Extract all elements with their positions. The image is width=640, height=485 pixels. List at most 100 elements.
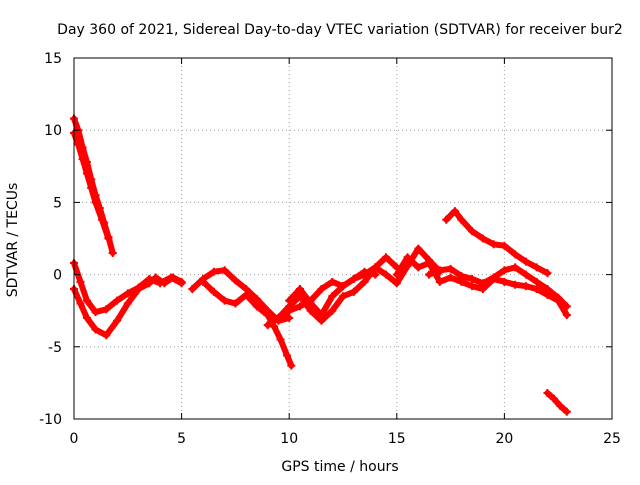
data-point bbox=[489, 273, 498, 282]
data-point bbox=[450, 207, 459, 216]
data-point bbox=[457, 215, 466, 224]
data-point bbox=[371, 263, 380, 272]
series-line bbox=[426, 264, 570, 310]
data-point bbox=[392, 279, 401, 288]
y-tick-label: -10 bbox=[39, 412, 62, 428]
data-point bbox=[554, 293, 563, 302]
data-point bbox=[478, 234, 487, 243]
data-point bbox=[468, 227, 477, 236]
data-point bbox=[274, 313, 283, 322]
data-point bbox=[543, 389, 552, 398]
data-point bbox=[414, 244, 423, 253]
data-point bbox=[549, 394, 558, 403]
data-point bbox=[102, 331, 111, 340]
data-point bbox=[317, 311, 326, 320]
series-arc-12 bbox=[425, 263, 571, 311]
data-point bbox=[108, 248, 117, 257]
series-arc-10 bbox=[285, 267, 380, 320]
data-point bbox=[104, 234, 113, 243]
data-point bbox=[123, 299, 132, 308]
data-point bbox=[425, 259, 434, 268]
data-point bbox=[511, 250, 520, 259]
data-point bbox=[87, 183, 96, 192]
data-point bbox=[263, 311, 272, 320]
data-point bbox=[489, 240, 498, 249]
data-point bbox=[468, 282, 477, 291]
data-point bbox=[446, 264, 455, 273]
y-tick-label: 10 bbox=[44, 123, 62, 139]
x-tick-label: 10 bbox=[280, 431, 298, 447]
x-tick-label: 20 bbox=[495, 431, 513, 447]
data-point bbox=[382, 270, 391, 279]
y-axis-label: SDTVAR / TECUs bbox=[5, 183, 21, 298]
data-point bbox=[478, 279, 487, 288]
data-point bbox=[263, 321, 272, 330]
data-point bbox=[562, 407, 571, 416]
y-tick-label: 15 bbox=[44, 51, 62, 67]
data-point bbox=[91, 325, 100, 334]
data-point bbox=[435, 266, 444, 275]
data-point bbox=[287, 361, 296, 370]
data-point bbox=[349, 274, 358, 283]
data-point bbox=[521, 270, 530, 279]
data-point bbox=[82, 296, 91, 305]
data-point bbox=[295, 285, 304, 294]
data-point bbox=[82, 313, 91, 322]
data-point bbox=[457, 272, 466, 281]
data-point bbox=[403, 253, 412, 262]
data-point bbox=[276, 335, 285, 344]
data-point bbox=[76, 277, 85, 286]
data-point bbox=[295, 302, 304, 311]
series-arc-13 bbox=[442, 207, 552, 278]
data-point bbox=[349, 287, 358, 296]
x-tick-label: 5 bbox=[177, 431, 186, 447]
data-point bbox=[360, 277, 369, 286]
data-point bbox=[435, 277, 444, 286]
data-point bbox=[521, 282, 530, 291]
data-point bbox=[521, 257, 530, 266]
x-tick-label: 25 bbox=[603, 431, 621, 447]
series-line bbox=[189, 267, 293, 324]
data-point bbox=[252, 302, 261, 311]
data-point bbox=[91, 198, 100, 207]
data-point bbox=[532, 285, 541, 294]
data-point bbox=[76, 299, 85, 308]
data-point bbox=[156, 279, 165, 288]
data-point bbox=[442, 215, 451, 224]
data-point bbox=[328, 277, 337, 286]
data-point bbox=[306, 299, 315, 308]
x-axis-label: GPS time / hours bbox=[281, 459, 398, 475]
data-point bbox=[177, 279, 186, 288]
data-point bbox=[360, 267, 369, 276]
data-point bbox=[414, 263, 423, 272]
data-point bbox=[102, 305, 111, 314]
data-point bbox=[382, 253, 391, 262]
data-point bbox=[500, 266, 509, 275]
data-point bbox=[220, 296, 229, 305]
data-point bbox=[500, 277, 509, 286]
series-arc-3 bbox=[70, 273, 186, 340]
y-tick-label: 5 bbox=[53, 195, 62, 211]
x-tick-label: 0 bbox=[70, 431, 79, 447]
data-point bbox=[283, 351, 292, 360]
data-point bbox=[328, 306, 337, 315]
chart-title: Day 360 of 2021, Sidereal Day-to-day VTE… bbox=[57, 22, 623, 38]
data-point bbox=[543, 285, 552, 294]
data-layer bbox=[70, 114, 571, 416]
plot-frame bbox=[73, 57, 613, 420]
series-arc-2 bbox=[70, 129, 113, 243]
data-point bbox=[339, 282, 347, 291]
data-point bbox=[468, 274, 477, 283]
data-point bbox=[328, 292, 337, 301]
data-point bbox=[113, 296, 122, 305]
data-point bbox=[556, 402, 565, 411]
x-tick-label: 15 bbox=[388, 431, 406, 447]
data-point bbox=[511, 280, 520, 289]
data-point bbox=[285, 313, 294, 322]
data-point bbox=[74, 140, 83, 149]
data-point bbox=[532, 277, 541, 286]
data-point bbox=[231, 299, 240, 308]
data-point bbox=[371, 270, 380, 279]
